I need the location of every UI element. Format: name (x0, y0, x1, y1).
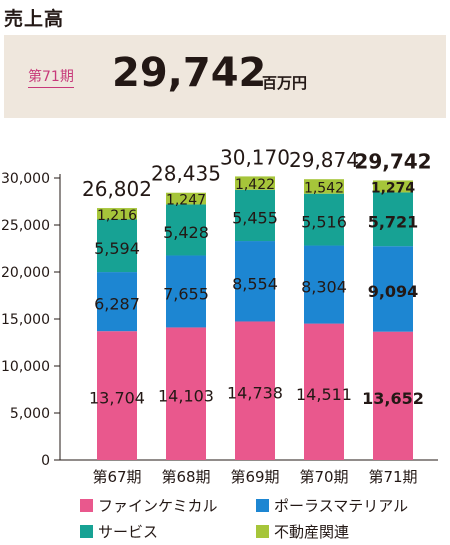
data-label-fine-chemical-2: 14,738 (227, 384, 283, 403)
bar-real-estate-0 (97, 208, 137, 220)
y-tick-label-5: 25,000 (1, 218, 50, 234)
y-tick-label-6: 30,000 (1, 171, 50, 187)
legend-label-fine-chemical: ファインケミカル (98, 497, 218, 515)
legend-swatch-service (80, 525, 93, 538)
bar-porous-material-0 (97, 272, 137, 332)
data-label-service-2: 5,455 (232, 208, 278, 227)
data-label-fine-chemical-4: 13,652 (362, 389, 424, 408)
x-tick-label-1: 第68期 (161, 468, 210, 486)
data-label-service-0: 5,594 (94, 239, 140, 258)
bar-service-1 (166, 204, 206, 256)
legend-label-service: サービス (98, 523, 159, 541)
data-label-fine-chemical-0: 13,704 (89, 389, 145, 408)
highlight-unit: 百万円 (262, 74, 308, 92)
y-tick-label-2: 10,000 (1, 359, 50, 375)
bar-real-estate-2 (235, 176, 275, 190)
data-label-porous-material-1: 7,655 (163, 284, 209, 303)
legend-swatch-porous-material (256, 499, 269, 512)
highlight-period-label: 第71期 (28, 66, 74, 88)
data-label-porous-material-0: 6,287 (94, 295, 140, 314)
data-label-porous-material-3: 8,304 (301, 278, 347, 297)
highlight-value: 29,742 (112, 50, 267, 96)
legend-item-service: サービス (80, 521, 158, 542)
data-label-service-4: 5,721 (368, 212, 419, 231)
highlight-box (4, 35, 446, 118)
data-label-real-estate-3: 1,542 (304, 180, 344, 196)
legend-label-real-estate: 不動産関連 (274, 523, 350, 541)
bar-real-estate-3 (304, 179, 344, 194)
y-tick-label-0: 0 (41, 453, 50, 469)
total-label-0: 26,802 (82, 177, 152, 201)
bar-porous-material-3 (304, 245, 344, 324)
x-tick-label-3: 第70期 (299, 468, 348, 486)
data-label-porous-material-4: 9,094 (368, 282, 419, 301)
data-label-real-estate-0: 1,216 (97, 208, 137, 224)
data-label-porous-material-2: 8,554 (232, 274, 278, 293)
data-label-real-estate-2: 1,422 (235, 177, 275, 193)
bar-porous-material-2 (235, 241, 275, 322)
x-tick-label-2: 第69期 (230, 468, 279, 486)
bar-service-0 (97, 219, 137, 273)
data-label-service-3: 5,516 (301, 213, 347, 232)
bar-service-3 (304, 193, 344, 246)
bar-fine-chemical-1 (166, 327, 206, 460)
bar-fine-chemical-3 (304, 323, 344, 460)
total-label-3: 29,874 (289, 148, 359, 172)
bar-fine-chemical-2 (235, 321, 275, 460)
legend-item-real-estate: 不動産関連 (256, 521, 349, 542)
bar-fine-chemical-0 (97, 331, 137, 460)
data-label-fine-chemical-1: 14,103 (158, 387, 214, 406)
legend-item-porous-material: ポーラスマテリアル (256, 495, 408, 516)
bar-fine-chemical-4 (373, 331, 413, 460)
total-label-1: 28,435 (151, 162, 221, 186)
y-tick-label-4: 20,000 (1, 265, 50, 281)
legend-swatch-fine-chemical (80, 499, 93, 512)
chart-title: 売上高 (4, 8, 65, 30)
data-label-real-estate-1: 1,247 (166, 193, 206, 209)
x-tick-label-4: 第71期 (368, 468, 417, 486)
bar-porous-material-4 (373, 246, 413, 332)
bar-porous-material-1 (166, 255, 206, 328)
bar-service-2 (235, 189, 275, 242)
legend-swatch-real-estate (256, 525, 269, 538)
total-label-4: 29,742 (354, 149, 431, 173)
legend-item-fine-chemical: ファインケミカル (80, 495, 218, 516)
bar-real-estate-4 (373, 180, 413, 193)
total-label-2: 30,170 (220, 145, 290, 169)
y-tick-label-3: 15,000 (1, 312, 50, 328)
data-label-real-estate-4: 1,274 (371, 180, 416, 196)
data-label-service-1: 5,428 (163, 223, 209, 242)
x-tick-label-0: 第67期 (92, 468, 141, 486)
y-tick-label-1: 5,000 (10, 406, 50, 422)
bar-real-estate-1 (166, 192, 206, 205)
legend-label-porous-material: ポーラスマテリアル (274, 497, 409, 515)
bar-service-4 (373, 192, 413, 247)
data-label-fine-chemical-3: 14,511 (296, 385, 352, 404)
